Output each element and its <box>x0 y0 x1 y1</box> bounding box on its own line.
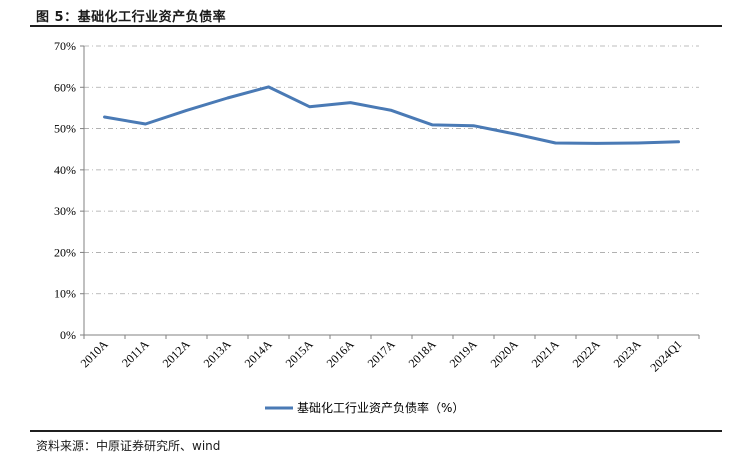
figure-footer: 资料来源：中原证券研究所、wind <box>30 430 722 453</box>
x-tick-label: 2012A <box>160 337 193 370</box>
data-point <box>595 142 598 145</box>
x-tick-label: 2011A <box>119 337 152 370</box>
data-point <box>103 116 106 119</box>
y-tick-label: 60% <box>54 80 76 94</box>
figure-title: 图 5：基础化工行业资产负债率 <box>36 10 227 25</box>
data-point <box>349 101 352 104</box>
y-tick-label: 10% <box>54 287 76 301</box>
data-point <box>554 142 557 145</box>
grid-layer <box>84 45 699 295</box>
x-tick-label: 2023A <box>611 337 644 370</box>
y-tick-label: 40% <box>54 163 76 177</box>
data-point <box>390 109 393 112</box>
x-tick-label: 2019A <box>447 337 480 370</box>
x-tick-label: 2010A <box>78 337 111 370</box>
data-point <box>677 140 680 143</box>
series-line <box>103 85 680 145</box>
x-tick-label: 2022A <box>570 337 603 370</box>
y-tick-label: 0% <box>60 328 76 342</box>
legend-label: 基础化工行业资产负债率（%） <box>297 400 464 415</box>
y-tick-label: 20% <box>54 245 76 259</box>
x-tick-label: 2024Q1 <box>647 337 684 374</box>
data-point <box>267 85 270 88</box>
y-tick-label: 70% <box>54 39 76 53</box>
axis-layer <box>80 45 700 339</box>
data-point <box>472 124 475 127</box>
x-tick-label: 2014A <box>242 337 275 370</box>
x-tick-label: 2015A <box>283 337 316 370</box>
figure-source: 资料来源：中原证券研究所、wind <box>36 439 221 453</box>
x-tick-label: 2020A <box>488 337 521 370</box>
x-tick-label: 2018A <box>406 337 439 370</box>
legend: 基础化工行业资产负债率（%） <box>265 400 464 415</box>
data-point <box>308 105 311 108</box>
data-point <box>513 132 516 135</box>
y-tick-labels: 0% 10% 20% 30% 40% 50% 60% 70% <box>54 39 76 342</box>
data-point <box>431 123 434 126</box>
x-tick-label: 2016A <box>324 337 357 370</box>
x-tick-label: 2013A <box>201 337 234 370</box>
y-tick-label: 50% <box>54 122 76 136</box>
x-tick-label: 2017A <box>365 337 398 370</box>
data-point <box>226 97 229 100</box>
data-point <box>185 109 188 112</box>
x-tick-labels: 2010A 2011A 2012A 2013A 2014A 2015A 2016A 2017A… <box>78 337 685 374</box>
data-point <box>144 123 147 126</box>
figure-header: 图 5：基础化工行业资产负债率 <box>30 3 722 27</box>
series-layer <box>103 85 680 145</box>
data-point <box>636 142 639 145</box>
x-tick-label: 2021A <box>529 337 562 370</box>
y-tick-label: 30% <box>54 204 76 218</box>
